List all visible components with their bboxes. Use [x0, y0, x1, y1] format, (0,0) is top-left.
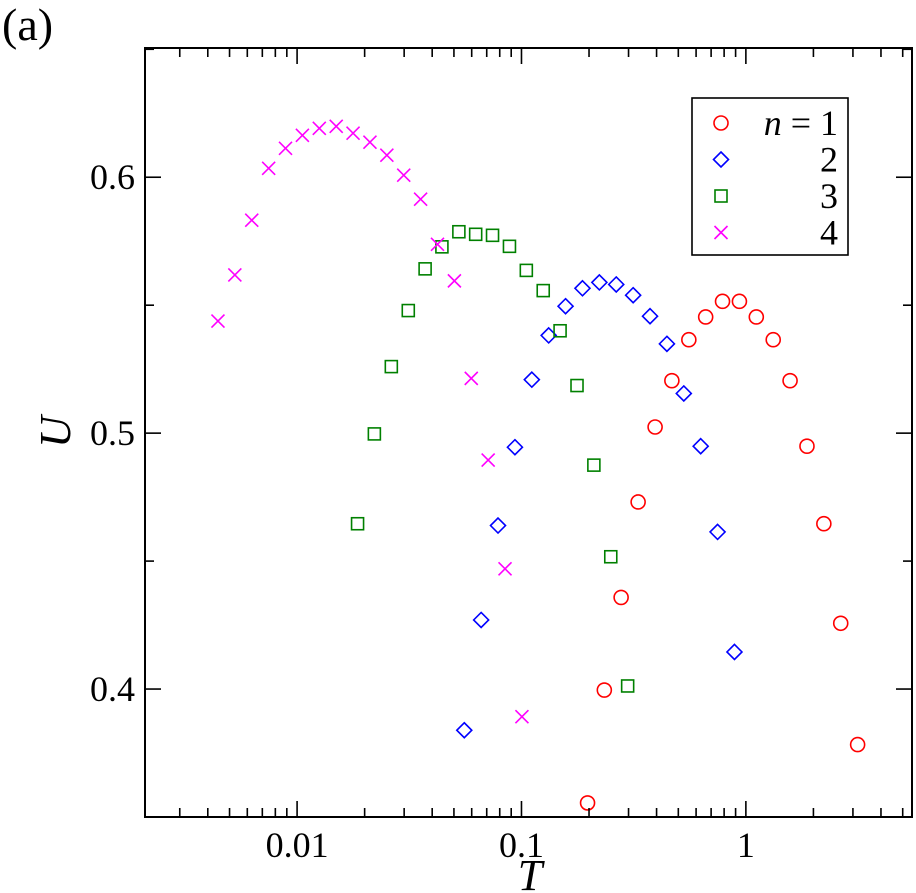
series-4-point: [413, 192, 428, 207]
legend-label: n = 1: [764, 103, 838, 143]
series-2: [455, 273, 744, 739]
series-4-point: [210, 313, 226, 329]
series-2-point: [455, 721, 473, 739]
x-tick-label: 0.01: [266, 825, 329, 865]
series-1-point: [647, 419, 663, 435]
series-1-point: [714, 293, 731, 310]
y-tick-label: 0.4: [90, 669, 135, 709]
series-3-point: [384, 359, 399, 374]
series-2-point: [692, 437, 710, 455]
series-2-point: [489, 516, 507, 535]
legend-label: 2: [820, 140, 838, 180]
series-3-point: [587, 458, 601, 472]
legend-label: 3: [820, 176, 838, 216]
series-3-point: [502, 239, 517, 254]
series-4-point: [481, 452, 496, 468]
series-4-point: [362, 135, 378, 150]
series-4-point: [396, 168, 411, 183]
series-1-point: [613, 589, 629, 606]
series-1-point: [630, 494, 646, 510]
series-4-point: [379, 148, 394, 163]
series-1-point: [849, 736, 866, 753]
series-1-point: [832, 615, 849, 632]
series-4-point: [227, 267, 242, 283]
legend-marker: [713, 225, 729, 240]
data-marks: [210, 119, 866, 811]
series-3-point: [519, 263, 534, 278]
series-3-point: [418, 262, 432, 276]
series-1-point: [782, 372, 798, 389]
series-4-point: [430, 237, 445, 252]
series-2-point: [725, 643, 744, 661]
series-2-point: [624, 286, 642, 304]
series-1-point: [664, 372, 680, 389]
series-3-point: [620, 679, 635, 693]
series-2-point: [556, 297, 575, 315]
series-3-point: [536, 283, 551, 298]
y-tick-label: 0.6: [90, 157, 135, 197]
series-1-point: [816, 515, 832, 532]
series-2-point: [573, 279, 592, 297]
series-2-point: [506, 438, 524, 456]
series-4-point: [329, 119, 344, 134]
series-4: [210, 119, 530, 724]
legend-marker: [713, 115, 729, 131]
x-tick-label: 0.1: [499, 825, 544, 865]
series-3-point: [367, 427, 382, 441]
series-1-point: [596, 682, 613, 698]
series-3-point: [350, 516, 365, 531]
series-1-point: [748, 309, 765, 325]
series-4-point: [295, 128, 310, 143]
series-2-point: [590, 273, 609, 292]
series-4-point: [345, 126, 361, 141]
y-tick-label: 0.5: [90, 413, 135, 453]
series-4-point: [244, 213, 259, 228]
panel-label: (a): [2, 0, 53, 50]
series-4-point: [447, 273, 462, 288]
series-3-point: [401, 303, 416, 318]
series-4-point: [278, 141, 293, 156]
series-1-point: [731, 293, 748, 310]
series-4-point: [312, 121, 327, 136]
axes: 0.01 0.1 1 0.4 0.5 0.6: [90, 47, 913, 865]
series-4-point: [464, 371, 479, 386]
series-3-point: [468, 227, 483, 242]
legend-marker: [714, 189, 728, 203]
series-3-point: [603, 549, 618, 564]
series-3-point: [485, 228, 500, 243]
series-2-point: [641, 307, 659, 325]
series-2-point: [607, 275, 625, 294]
series-4-point: [497, 561, 513, 576]
series-4-point: [514, 709, 530, 724]
x-tick-label: 1: [737, 825, 755, 865]
series-1: [579, 293, 866, 811]
series-1-point: [579, 795, 596, 811]
series-3-point: [570, 378, 584, 393]
y-axis-label: U: [31, 413, 80, 448]
series-1-point: [799, 438, 815, 454]
series-2-point: [472, 611, 490, 629]
series-3-point: [435, 240, 449, 254]
series-1-point: [681, 331, 697, 348]
series-2-point: [675, 384, 693, 403]
series-4-point: [261, 161, 276, 176]
series-2-point: [708, 523, 727, 541]
series-3-point: [452, 224, 466, 239]
series-2-point: [523, 371, 541, 389]
series-3: [350, 224, 635, 693]
legend-label: 4: [820, 213, 838, 253]
series-3-point: [553, 323, 567, 338]
x-axis-label: T: [518, 851, 546, 893]
series-1-point: [765, 331, 782, 348]
legend-marker: [712, 150, 730, 169]
series-2-point: [658, 335, 676, 353]
series-1-point: [697, 309, 714, 325]
